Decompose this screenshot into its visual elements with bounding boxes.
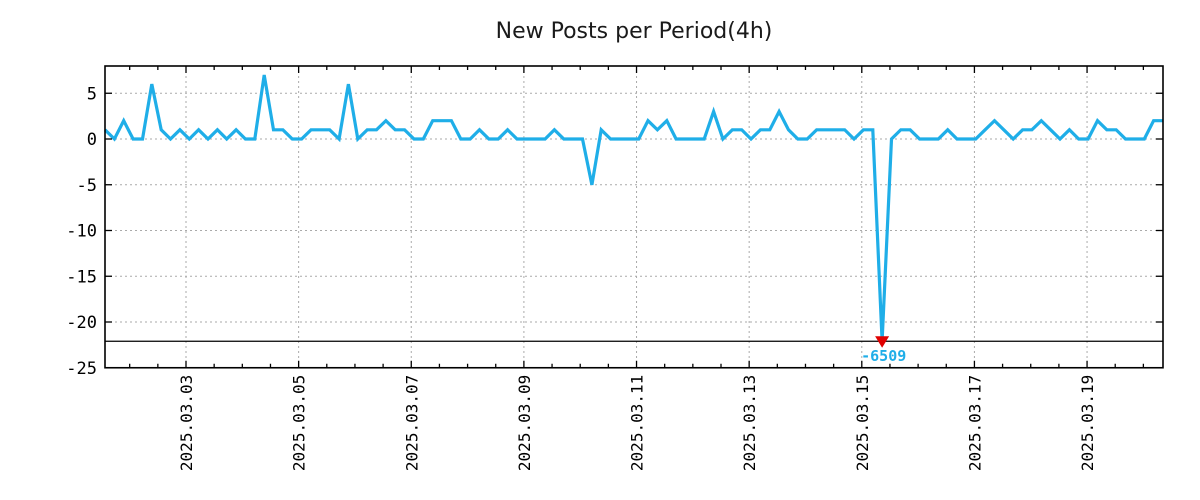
y-tick-label: -10 xyxy=(66,222,97,242)
y-tick-label: 0 xyxy=(87,130,97,150)
y-tick-label: -15 xyxy=(66,267,97,287)
x-tick-label: 2025.03.17 xyxy=(965,375,984,471)
min-marker-icon xyxy=(875,336,890,348)
x-tick-label: 2025.03.09 xyxy=(515,375,534,471)
min-value-label: -6509 xyxy=(861,347,906,365)
y-tick-label: 5 xyxy=(87,84,97,104)
x-tick-label: 2025.03.03 xyxy=(177,375,196,471)
x-tick-label: 2025.03.05 xyxy=(290,375,309,471)
x-tick-label: 2025.03.11 xyxy=(628,375,647,471)
y-tick-label: -20 xyxy=(66,313,97,333)
x-tick-label: 2025.03.15 xyxy=(853,375,872,471)
x-tick-label: 2025.03.19 xyxy=(1078,375,1097,471)
plot-border xyxy=(104,65,1164,369)
series-line xyxy=(103,74,1163,342)
y-tick-label: -5 xyxy=(77,176,97,196)
chart-title: New Posts per Period(4h) xyxy=(496,19,773,44)
x-tick-label: 2025.03.13 xyxy=(740,375,759,471)
y-tick-label: -25 xyxy=(66,359,97,379)
x-tick-label: 2025.03.07 xyxy=(402,375,421,471)
